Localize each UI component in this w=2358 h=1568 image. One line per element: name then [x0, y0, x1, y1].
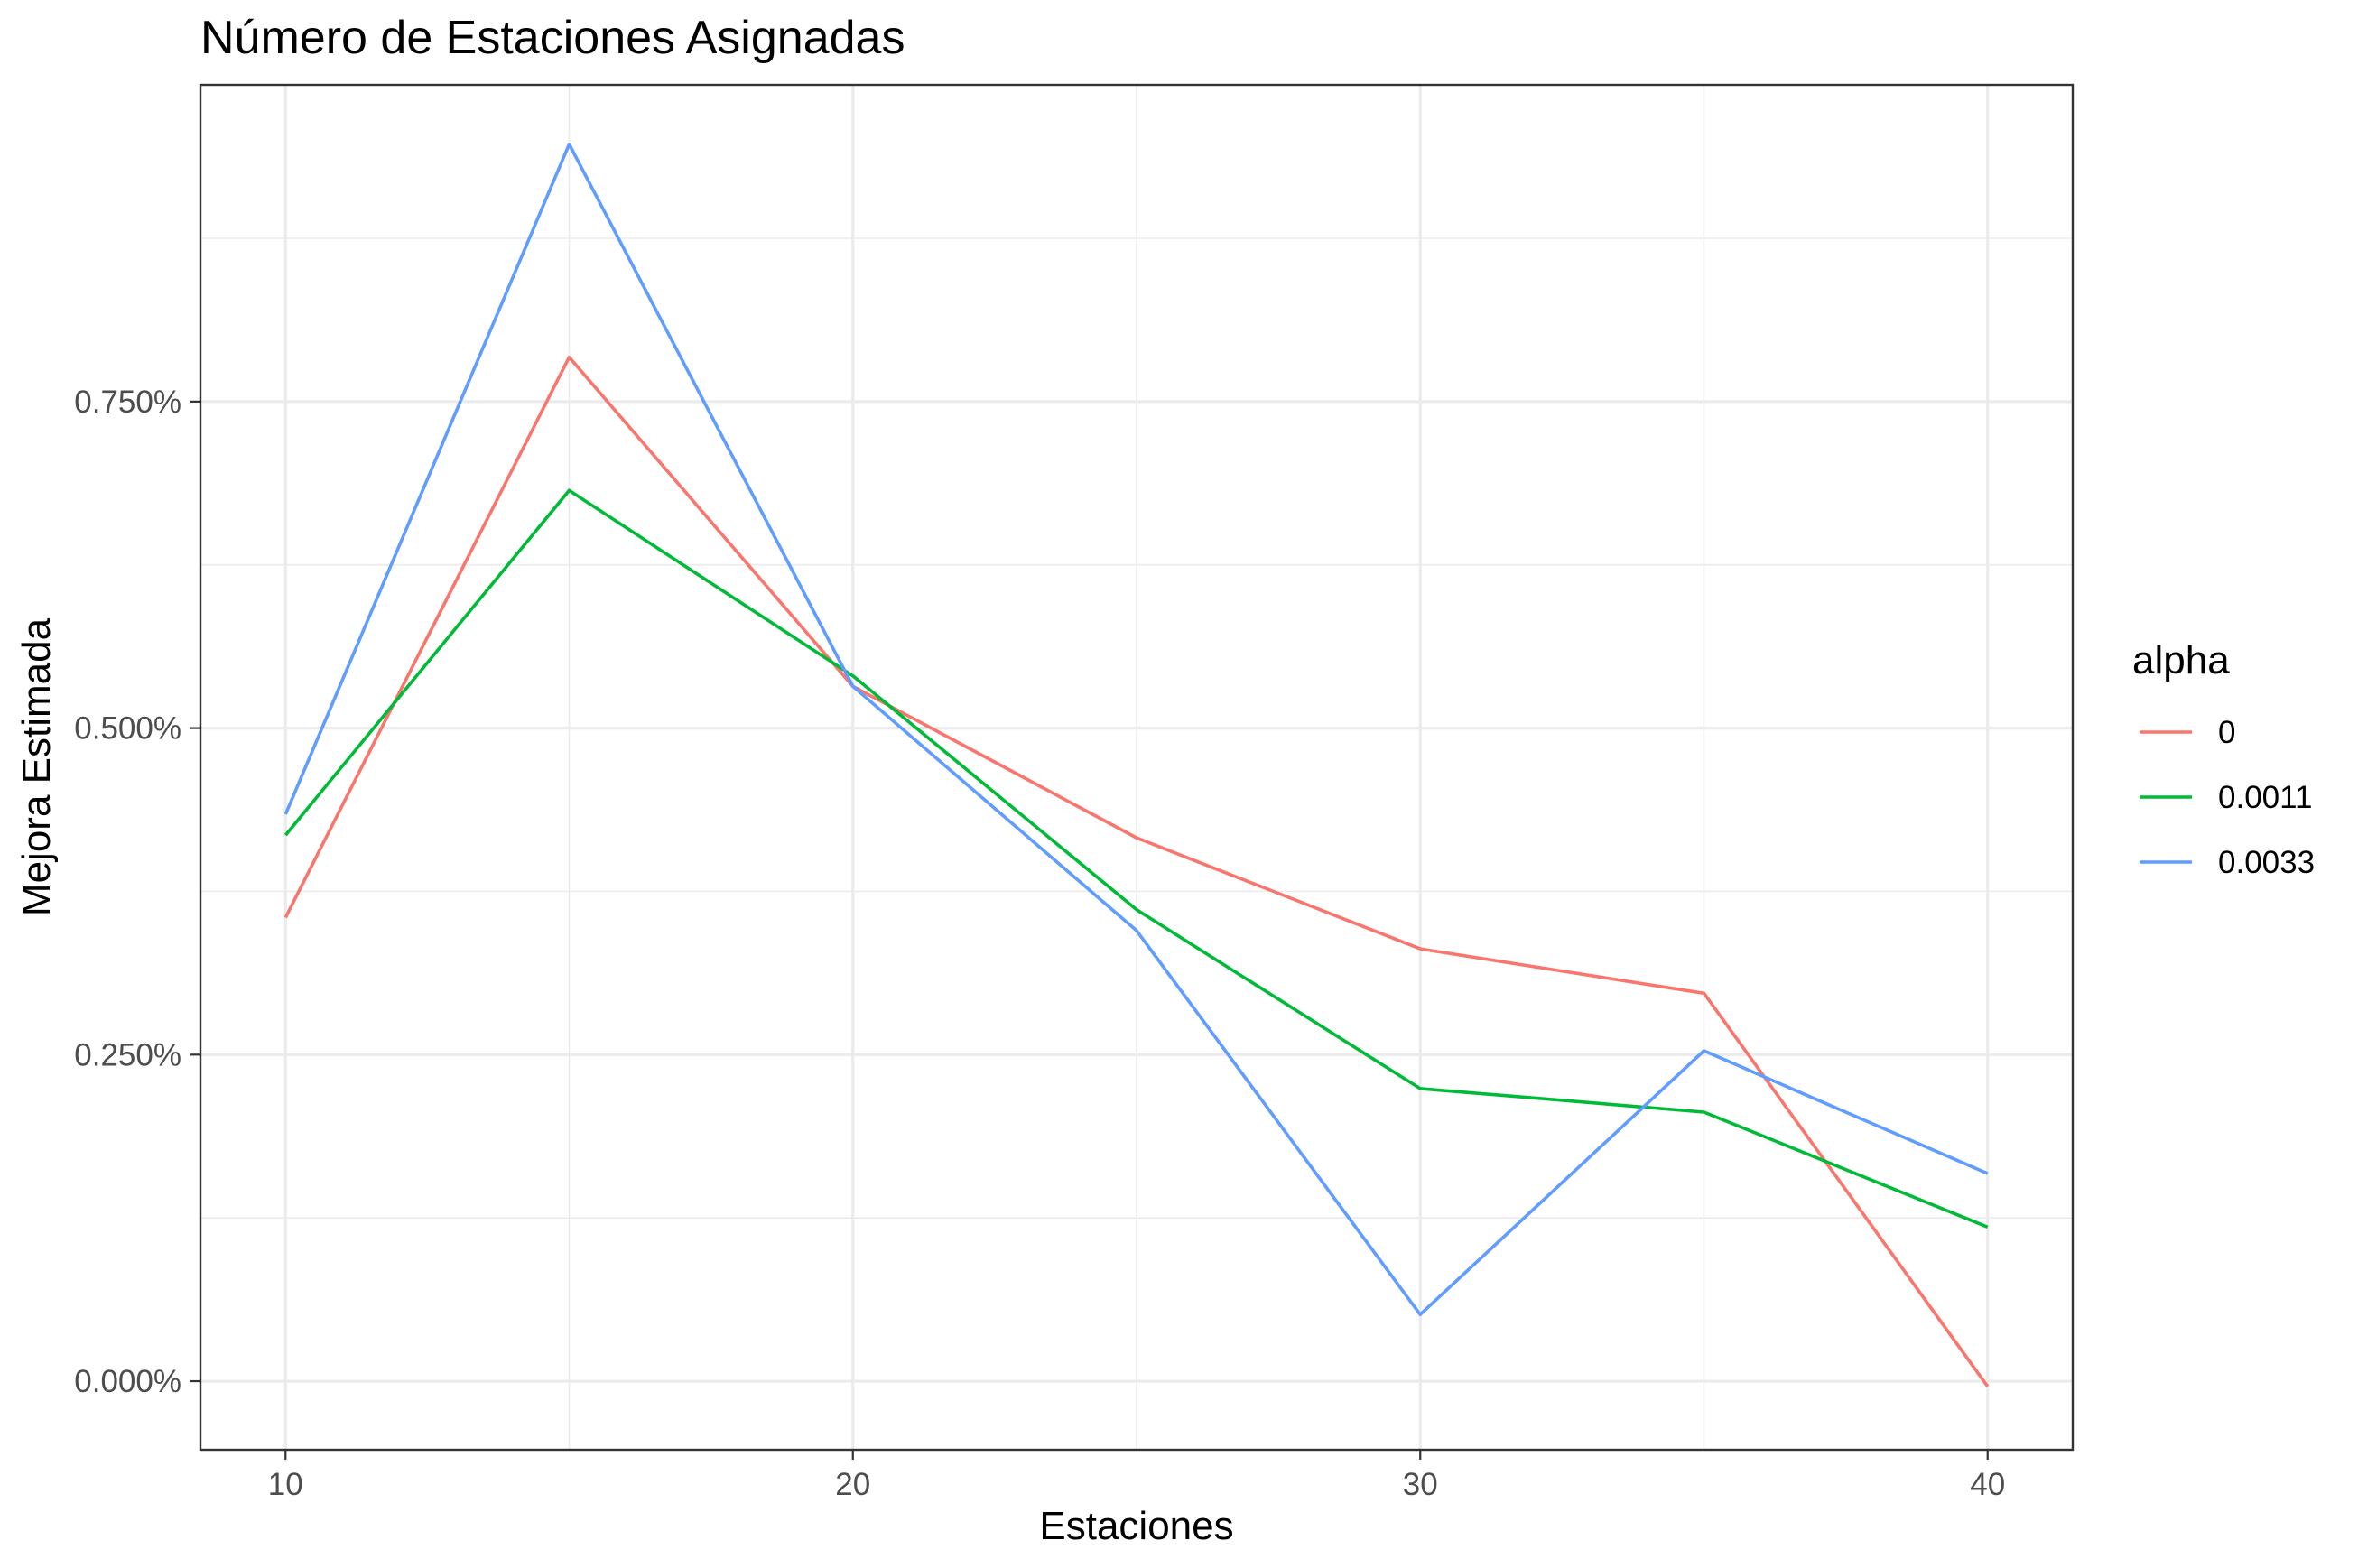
legend-items: 0 0.0011 0.0033 [2140, 715, 2315, 880]
series-lines [283, 143, 1990, 1387]
legend-label-1: 0.0011 [2218, 780, 2312, 815]
legend-label-2: 0.0033 [2218, 845, 2315, 880]
series-line-2 [283, 143, 1989, 1316]
axes: 10 20 30 40 0.000% 0.250% 0.500% 0.750% [74, 385, 2005, 1502]
y-tick-label: 0.750% [74, 385, 181, 420]
y-axis-title: Mejora Estimada [14, 617, 59, 916]
legend-label-0: 0 [2218, 715, 2235, 750]
legend-title: alpha [2132, 638, 2230, 682]
x-axis-title: Estaciones [1039, 1504, 1233, 1548]
x-tick-label: 20 [835, 1467, 870, 1502]
x-tick-label: 10 [268, 1467, 303, 1502]
grid-lines [200, 85, 2073, 1450]
legend: alpha 0 0.0011 0.0033 [2132, 638, 2315, 880]
plot-panel-border [199, 83, 2075, 1452]
series-line-1 [283, 488, 1989, 1229]
x-tick-label: 30 [1403, 1467, 1438, 1502]
x-tick-label: 40 [1970, 1467, 2005, 1502]
series-line-0 [283, 355, 1990, 1387]
y-tick-label: 0.500% [74, 711, 181, 747]
y-tick-label: 0.000% [74, 1364, 181, 1399]
y-tick-label: 0.250% [74, 1037, 181, 1072]
chart-title: Número de Estaciones Asignadas [200, 12, 905, 64]
